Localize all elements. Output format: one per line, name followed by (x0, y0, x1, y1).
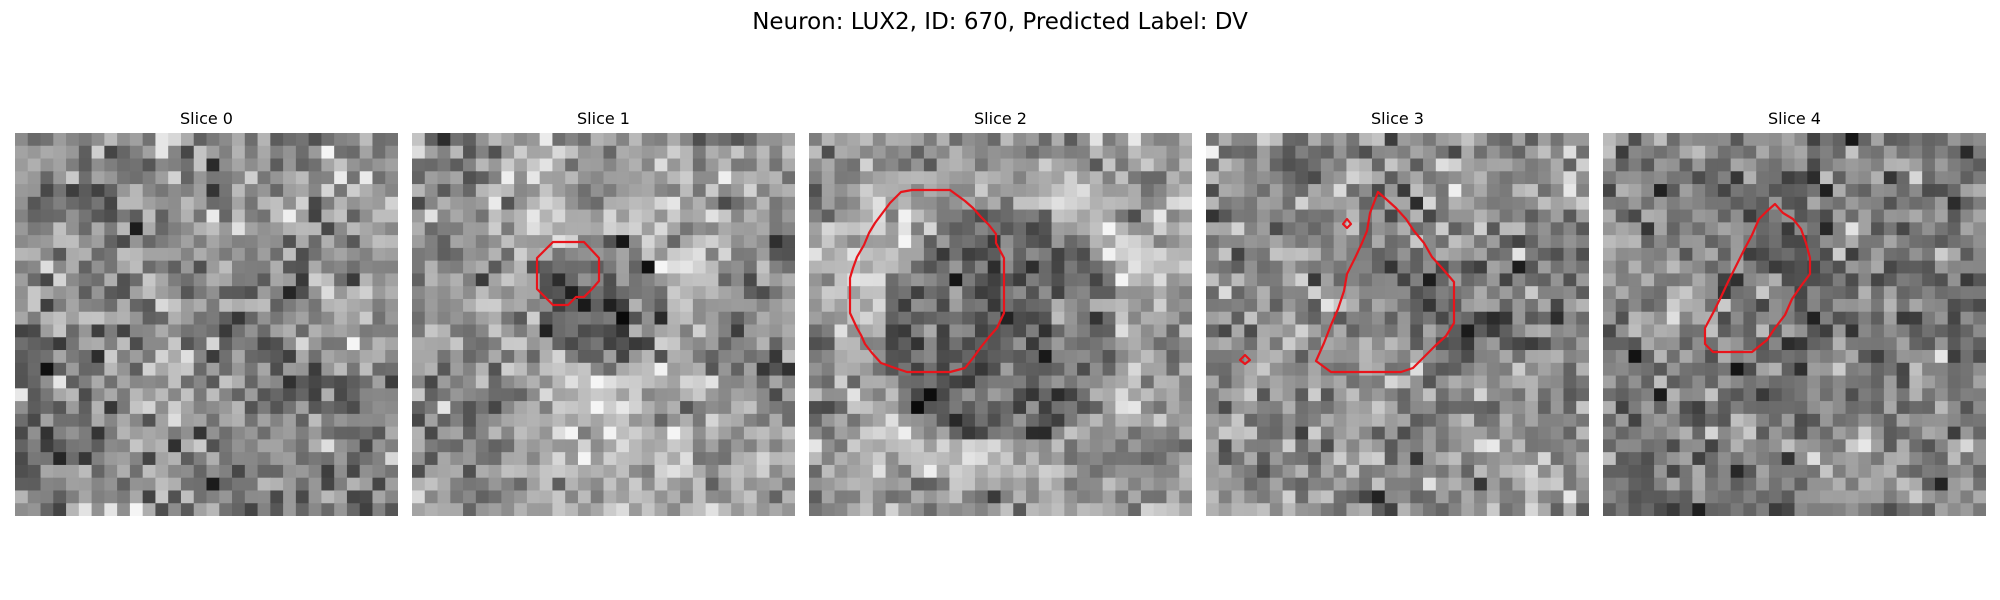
pixel-grid (15, 133, 398, 516)
slice-title: Slice 3 (1206, 107, 1589, 131)
slice-panel: Slice 1 (412, 107, 795, 516)
pixel-grid (809, 133, 1192, 516)
slice-image (1206, 133, 1589, 516)
slice-image (15, 133, 398, 516)
slice-panel: Slice 2 (809, 107, 1192, 516)
pixel-grid (1206, 133, 1589, 516)
slice-image (412, 133, 795, 516)
slice-title: Slice 1 (412, 107, 795, 131)
slice-image (1603, 133, 1986, 516)
slice-title: Slice 4 (1603, 107, 1986, 131)
figure-title: Neuron: LUX2, ID: 670, Predicted Label: … (0, 6, 2000, 38)
slice-title: Slice 0 (15, 107, 398, 131)
slice-title: Slice 2 (809, 107, 1192, 131)
slice-panel: Slice 4 (1603, 107, 1986, 516)
slice-panel: Slice 3 (1206, 107, 1589, 516)
slice-panel: Slice 0 (15, 107, 398, 516)
slice-image (809, 133, 1192, 516)
pixel-grid (412, 133, 795, 516)
pixel-grid (1603, 133, 1986, 516)
